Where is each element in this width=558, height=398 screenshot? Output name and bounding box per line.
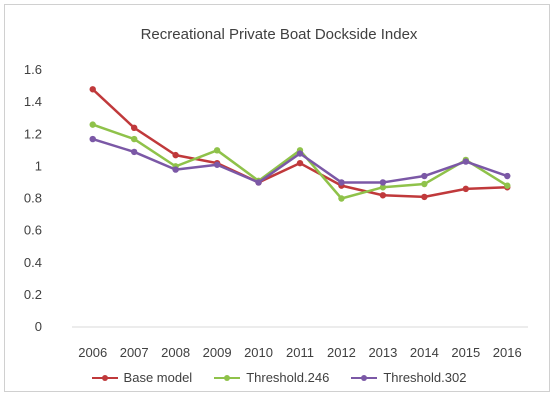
data-point (130, 124, 138, 132)
x-tick-label: 2008 (161, 345, 190, 360)
chart-title: Recreational Private Boat Dockside Index (140, 26, 418, 43)
data-point (338, 195, 345, 202)
x-tick-label: 2013 (368, 345, 397, 360)
data-point (296, 150, 304, 157)
legend-item: Base model (91, 370, 193, 385)
y-tick-label: 0.2 (24, 287, 42, 302)
x-tick-label: 2009 (203, 345, 232, 360)
y-tick-label: 1.4 (24, 94, 42, 109)
y-tick-label: 1 (35, 158, 42, 173)
legend-label: Threshold.302 (383, 370, 467, 385)
data-point (504, 182, 511, 189)
data-point (130, 148, 138, 156)
data-point (130, 135, 138, 143)
series-line-0 (91, 88, 508, 199)
data-point (462, 185, 470, 193)
y-tick-label: 0.8 (24, 191, 42, 206)
x-tick-label: 2015 (451, 345, 480, 360)
legend-item: Threshold.302 (351, 370, 466, 385)
x-tick-label: 2012 (327, 345, 356, 360)
data-point (172, 166, 179, 173)
data-point (504, 172, 511, 180)
data-point (379, 184, 387, 191)
legend-label: Base model (123, 370, 193, 385)
data-point (172, 151, 179, 159)
data-point (296, 159, 304, 167)
data-point (421, 172, 428, 180)
x-tick-label: 2016 (493, 345, 522, 360)
data-point (213, 161, 221, 168)
data-point (379, 192, 387, 199)
x-tick-label: 2006 (78, 345, 107, 360)
data-point (462, 158, 470, 165)
x-tick-label: 2010 (244, 345, 273, 360)
legend-swatch (91, 372, 118, 384)
data-point (89, 135, 96, 143)
data-point (89, 121, 96, 128)
legend-swatch (214, 372, 241, 384)
y-tick-label: 1.6 (24, 62, 42, 77)
y-tick-label: 0 (35, 319, 42, 334)
data-point (255, 179, 262, 186)
y-tick-label: 1.2 (24, 126, 42, 141)
y-tick-label: 0.6 (24, 223, 42, 238)
legend-item: Threshold.246 (214, 370, 329, 385)
chart-legend: Base model Threshold.246 Threshold.302 (0, 370, 558, 385)
data-point (379, 179, 387, 186)
data-point (421, 180, 428, 188)
data-point (338, 179, 345, 186)
data-point (421, 193, 428, 201)
legend-swatch (351, 372, 378, 384)
x-tick-label: 2011 (286, 345, 314, 360)
data-point (213, 147, 221, 154)
y-tick-label: 0.4 (24, 255, 42, 270)
legend-label: Threshold.246 (246, 370, 330, 385)
data-point (89, 86, 96, 93)
x-tick-label: 2014 (410, 345, 439, 360)
x-tick-label: 2007 (120, 345, 149, 360)
